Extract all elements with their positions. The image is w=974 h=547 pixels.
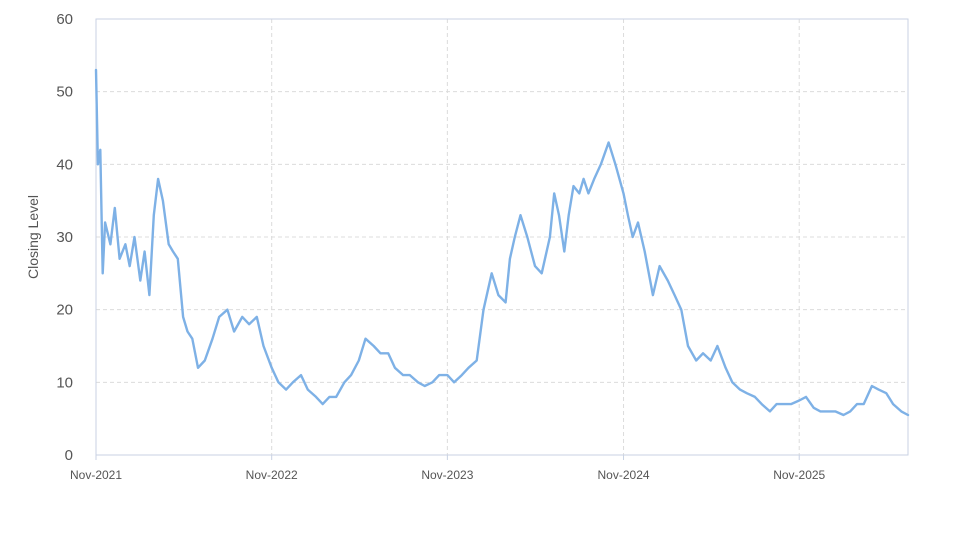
y-tick-label: 40 <box>56 156 73 173</box>
y-tick-label: 20 <box>56 302 73 319</box>
x-axis-tick-labels: Nov-2021 Nov-2022 Nov-2023 Nov-2024 Nov-2025 <box>70 455 826 482</box>
y-tick-label: 60 <box>56 11 73 28</box>
y-tick-label: 50 <box>56 84 73 101</box>
gridlines <box>96 19 908 455</box>
y-tick-label: 10 <box>56 374 73 391</box>
y-tick-label: 30 <box>56 229 73 246</box>
series-line <box>94 68 910 417</box>
y-axis-tick-labels: 0 10 20 30 40 50 60 <box>56 11 73 464</box>
x-tick-label: Nov-2023 <box>421 468 473 482</box>
x-tick-label: Nov-2021 <box>70 468 122 482</box>
y-axis-title: Closing Level <box>25 195 41 279</box>
x-tick-label: Nov-2022 <box>246 468 298 482</box>
y-tick-label: 0 <box>65 447 73 464</box>
plot-area-frame <box>95 18 909 456</box>
x-tick-label: Nov-2025 <box>773 468 825 482</box>
x-tick-label: Nov-2024 <box>598 468 650 482</box>
